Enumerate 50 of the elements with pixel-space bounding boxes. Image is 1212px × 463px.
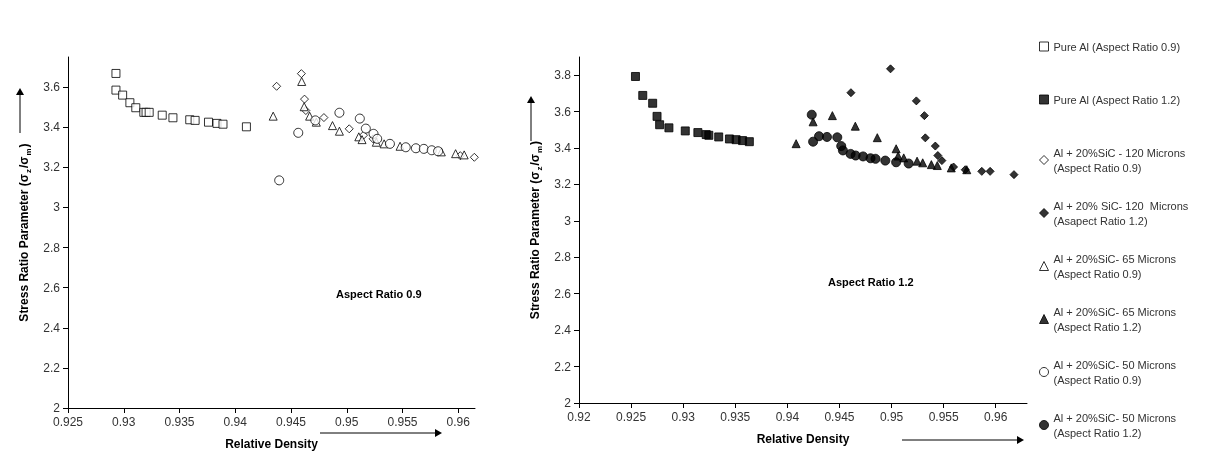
y-tick-label: 2.4 xyxy=(43,320,61,335)
x-tick-label: 0.92 xyxy=(567,410,591,424)
y-tick-label: 2.6 xyxy=(43,280,61,295)
x-tick-label: 0.96 xyxy=(446,415,471,429)
x-tick-label: 0.945 xyxy=(276,415,307,429)
y-tick-label: 2 xyxy=(564,396,572,410)
y-tick-label: 3.2 xyxy=(554,177,572,192)
y-tick-label: 2.8 xyxy=(43,240,61,255)
x-tick-label: 0.94 xyxy=(775,410,800,424)
x-tick-label: 0.94 xyxy=(223,415,248,429)
y-tick-label: 2.2 xyxy=(554,359,572,374)
annotation: Aspect Ratio 0.9 xyxy=(336,287,422,300)
y-tick-label: 2.8 xyxy=(554,250,572,265)
legend-label: Al + 20%SiC- 65 Microns (Aspect Ratio 0.9) xyxy=(1053,252,1177,280)
x-tick-label: 0.945 xyxy=(824,410,855,424)
x-tick-label: 0.925 xyxy=(616,410,647,424)
x-tick-label: 0.95 xyxy=(335,415,359,429)
y-tick-label: 3.2 xyxy=(43,160,61,175)
legend-label: Al + 20%SiC- 50 Microns (Aspect Ratio 1.2) xyxy=(1053,411,1177,439)
y-tick-label: 2.4 xyxy=(554,323,572,338)
legend-label: Al + 20% SiC- 120 Microns (Asapect Ratio 1.2) xyxy=(1053,199,1189,227)
y-tick-label: 2.2 xyxy=(43,360,61,375)
legend-label: Pure Al (Aspect Ratio 1.2) xyxy=(1053,93,1181,106)
y-tick-label: 2.6 xyxy=(554,286,572,301)
annotation: Aspect Ratio 1.2 xyxy=(828,275,914,288)
y-tick-label: 3.6 xyxy=(554,104,572,119)
x-tick-label: 0.95 xyxy=(879,410,904,424)
x-tick-label: 0.93 xyxy=(671,410,696,424)
y-tick-label: 3.4 xyxy=(554,141,572,156)
legend-label: Al + 20%SiC- 50 Microns (Aspect Ratio 0.9) xyxy=(1053,358,1177,386)
x-tick-label: 0.96 xyxy=(984,410,1008,424)
x-tick-label: 0.925 xyxy=(52,415,84,429)
x-tick-label: 0.955 xyxy=(928,410,959,424)
y-tick-label: 3.8 xyxy=(554,68,572,83)
y-tick-label: 3 xyxy=(564,213,572,228)
x-tick-label: 0.935 xyxy=(720,410,751,424)
x-tick-label: 0.93 xyxy=(112,415,136,429)
y-tick-label: 3.4 xyxy=(43,120,61,135)
y-axis-title: Stress Ratio Parameter (σz/σm) xyxy=(528,140,544,320)
legend-label: Pure Al (Aspect Ratio 0.9) xyxy=(1053,40,1181,53)
x-axis-title: Relative Density xyxy=(225,437,319,451)
y-axis-title: Stress Ratio Parameter (σz/σm) xyxy=(17,143,33,322)
x-axis-title: Relative Density xyxy=(756,432,850,446)
y-tick-label: 2 xyxy=(53,401,61,415)
x-tick-label: 0.935 xyxy=(164,415,195,429)
legend-label: Al + 20%SiC - 120 Microns (Aspect Ratio 0.9) xyxy=(1053,146,1186,174)
y-tick-label: 3.6 xyxy=(43,80,61,95)
x-tick-label: 0.955 xyxy=(387,415,418,429)
legend-label: Al + 20%SiC- 65 Microns (Aspect Ratio 1.2) xyxy=(1053,305,1177,333)
y-tick-label: 3 xyxy=(53,200,61,215)
